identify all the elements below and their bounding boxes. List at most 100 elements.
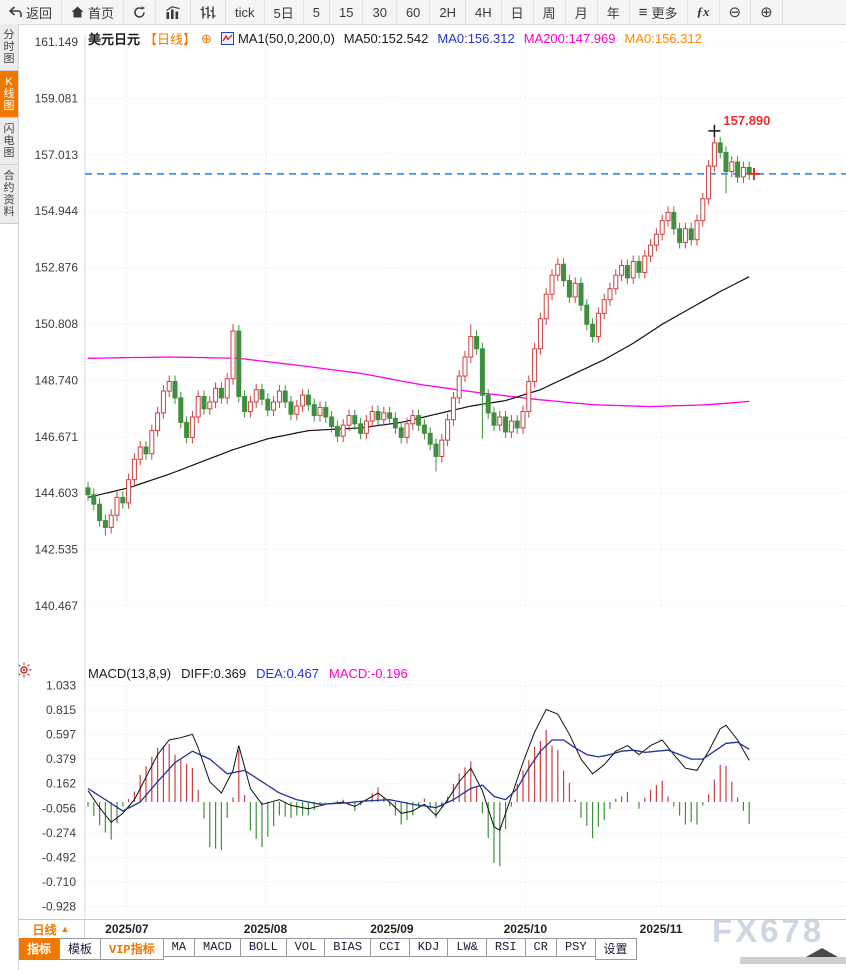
tab-rsi[interactable]: RSI (485, 938, 526, 957)
refresh-button[interactable] (124, 0, 157, 24)
period-5d-button[interactable]: 5日 (265, 0, 304, 24)
period-2h-button[interactable]: 2H (430, 0, 467, 24)
x-axis-month-label: 2025/08 (243, 922, 288, 936)
period-60-button[interactable]: 60 (397, 0, 431, 24)
ma0-orange-value: MA0:156.312 (624, 31, 702, 46)
barchart-icon (165, 5, 181, 19)
toolbar-item-label: 返回 (26, 5, 53, 21)
svg-text:0.379: 0.379 (46, 752, 76, 766)
sidebar-item-kline-chart[interactable]: K线图 (0, 71, 18, 118)
top-toolbar: 返回 首页 tick 5日 5 15 30 60 2H 4H 日 周 月 年 ≡ 更多 ƒx ⊖ ⊕ (0, 0, 846, 25)
scroll-up-arrow[interactable] (806, 948, 838, 957)
svg-text:161.149: 161.149 (35, 35, 79, 49)
toolbar-item-label: tick (235, 4, 255, 20)
period-year-button[interactable]: 年 (598, 0, 630, 24)
tab-settings[interactable]: 设置 (594, 938, 637, 960)
home-button[interactable]: 首页 (62, 0, 125, 24)
svg-text:150.808: 150.808 (35, 317, 79, 331)
tab-cci[interactable]: CCI (370, 938, 410, 957)
period-day-button[interactable]: 日 (502, 0, 534, 24)
line-chart-button[interactable] (156, 0, 192, 24)
toolbar-item-label: 5日 (273, 5, 294, 21)
more-button[interactable]: ≡ 更多 (630, 0, 688, 24)
peak-price-annotation: 157.890 (708, 113, 770, 137)
x-axis-month-label: 2025/09 (370, 922, 414, 936)
toolbar-item-label: 周 (542, 5, 556, 21)
svg-text:157.890: 157.890 (723, 113, 770, 128)
macd-diff-line (87, 708, 750, 831)
x-axis-row: 日线 ▲ 2025/07 2025/08 2025/09 2025/10 2025/11 (18, 919, 846, 938)
toolbar-item-label: 年 (606, 5, 620, 21)
svg-text:-0.056: -0.056 (42, 801, 76, 815)
tab-lw[interactable]: LW& (447, 938, 487, 957)
tab-cr[interactable]: CR (524, 938, 557, 957)
period-5-button[interactable]: 5 (304, 0, 330, 24)
svg-text:159.081: 159.081 (35, 91, 79, 105)
toolbar-item-label: 15 (339, 4, 354, 20)
last-price-marker (748, 167, 760, 180)
zoomout-icon: ⊖ (728, 4, 742, 21)
macd-dea-value: DEA:0.467 (256, 666, 319, 681)
tab-boll[interactable]: BOLL (239, 938, 287, 957)
timeframe-label: 日线 (32, 922, 57, 937)
tab-vip-indicators[interactable]: VIP指标 (100, 938, 164, 960)
svg-text:-0.274: -0.274 (42, 826, 76, 840)
tab-psy[interactable]: PSY (555, 938, 596, 957)
svg-text:-0.492: -0.492 (42, 850, 76, 864)
svg-text:148.740: 148.740 (35, 373, 79, 387)
back-button[interactable]: 返回 (0, 0, 63, 24)
home-icon (71, 6, 84, 18)
tab-bias[interactable]: BIAS (324, 938, 372, 957)
period-week-button[interactable]: 周 (534, 0, 566, 24)
toolbar-item-label: 4H (475, 4, 492, 20)
period-15-button[interactable]: 15 (330, 0, 364, 24)
svg-text:146.671: 146.671 (35, 430, 79, 444)
zoom-out-button[interactable]: ⊖ (720, 0, 752, 24)
svg-text:-0.710: -0.710 (42, 875, 76, 889)
symbol-name: 美元日元 (88, 32, 141, 47)
fx-icon: ƒx (696, 4, 710, 19)
macd-macd-value: MACD:-0.196 (328, 666, 408, 681)
svg-text:142.535: 142.535 (35, 543, 79, 557)
fx-indicator-button[interactable]: ƒx (688, 0, 720, 24)
x-axis-month-label: 2025/11 (639, 922, 683, 936)
sidebar-item-contract-info[interactable]: 合约资料 (0, 165, 18, 224)
ma0-blue-value: MA0:156.312 (437, 31, 515, 46)
x-axis-month-label: 2025/10 (503, 922, 548, 936)
ma50-value: MA50:152.542 (343, 31, 429, 46)
candle-chart-button[interactable] (191, 0, 227, 24)
toolbar-item-label: 30 (372, 4, 387, 20)
svg-text:0.815: 0.815 (46, 703, 76, 717)
svg-text:152.876: 152.876 (35, 261, 79, 275)
tab-indicators[interactable]: 指标 (18, 938, 61, 960)
sidebar-item-time-chart[interactable]: 分时图 (0, 24, 18, 71)
timeframe-dropdown[interactable]: 日线 ▲ (18, 920, 85, 938)
tick-button[interactable]: tick (226, 0, 265, 24)
period-4h-button[interactable]: 4H (466, 0, 502, 24)
zoom-in-button[interactable]: ⊕ (751, 0, 783, 24)
menu-icon: ≡ (638, 3, 648, 21)
macd-header: MACD(13,8,9) DIFF:0.369 DEA:0.467 MACD:-… (88, 666, 408, 681)
horizontal-scrollbar[interactable] (740, 957, 846, 964)
macd-layer (87, 708, 750, 867)
period-label[interactable]: 【日线】 (144, 32, 197, 47)
tab-templates[interactable]: 模板 (59, 938, 102, 960)
svg-text:0.162: 0.162 (46, 777, 76, 791)
period-30-button[interactable]: 30 (363, 0, 397, 24)
tab-macd[interactable]: MACD (194, 938, 241, 957)
ma-settings-label: MA1(50,0,200,0) (237, 31, 335, 46)
chart-type-sidebar: 分时图 K线图 闪电图 合约资料 (0, 24, 19, 970)
tab-kdj[interactable]: KDJ (408, 938, 449, 957)
toolbar-item-label: 首页 (88, 5, 115, 21)
ma-settings-icon[interactable] (220, 32, 234, 45)
add-indicator-icon[interactable]: ⊕ (201, 31, 212, 46)
candles-icon (200, 6, 216, 19)
toolbar-item-label: 日 (510, 5, 524, 21)
svg-text:140.467: 140.467 (35, 599, 79, 613)
tab-vol[interactable]: VOL (285, 938, 326, 957)
tab-ma[interactable]: MA (162, 938, 196, 957)
period-month-button[interactable]: 月 (566, 0, 598, 24)
watermark: FX678 (712, 912, 825, 949)
sidebar-item-lightning-chart[interactable]: 闪电图 (0, 118, 18, 165)
